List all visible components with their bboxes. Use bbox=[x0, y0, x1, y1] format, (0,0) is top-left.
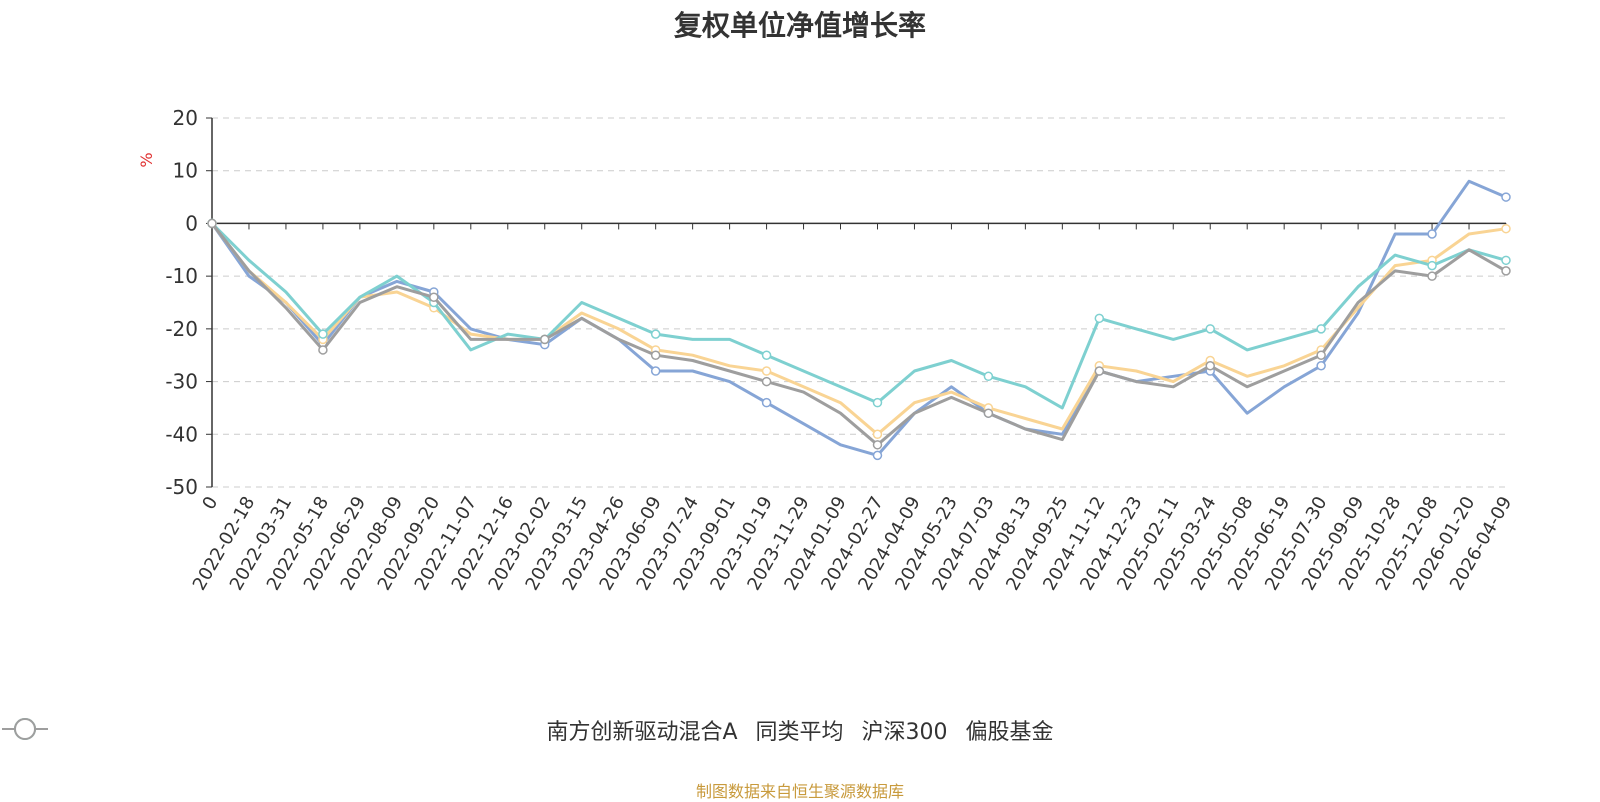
legend-label: 同类平均 bbox=[755, 720, 844, 745]
y-tick-label: -30 bbox=[165, 370, 198, 394]
data-point[interactable] bbox=[650, 366, 661, 376]
data-point[interactable] bbox=[872, 450, 883, 461]
y-tick-label: 20 bbox=[173, 106, 198, 130]
data-point[interactable] bbox=[1205, 324, 1215, 334]
data-point[interactable] bbox=[1501, 223, 1511, 234]
data-point[interactable] bbox=[1316, 361, 1326, 371]
data-point[interactable] bbox=[318, 345, 328, 355]
data-point[interactable] bbox=[983, 371, 994, 382]
legend-item[interactable]: 偏股基金 bbox=[2, 714, 1054, 746]
legend-label: 偏股基金 bbox=[965, 720, 1054, 745]
data-point[interactable] bbox=[1501, 255, 1511, 266]
series-lines bbox=[207, 179, 1511, 461]
data-point[interactable] bbox=[1094, 366, 1105, 376]
data-point[interactable] bbox=[207, 218, 217, 229]
y-tick-label: 10 bbox=[173, 159, 198, 183]
data-point[interactable] bbox=[1316, 324, 1326, 334]
line-chart: 20100-10-20-30-40-5002022-02-182022-03-3… bbox=[137, 106, 1516, 594]
data-point[interactable] bbox=[1427, 260, 1437, 271]
y-axis-unit-label: % bbox=[137, 152, 156, 167]
y-tick-label: -10 bbox=[165, 264, 198, 288]
data-point[interactable] bbox=[539, 334, 550, 345]
data-point[interactable] bbox=[429, 292, 439, 302]
series-line-3[interactable] bbox=[210, 222, 1507, 447]
data-point[interactable] bbox=[872, 397, 883, 408]
data-point[interactable] bbox=[761, 350, 772, 360]
data-point[interactable] bbox=[1316, 350, 1326, 360]
legend-label: 沪深300 bbox=[861, 720, 948, 745]
data-point[interactable] bbox=[1501, 192, 1511, 202]
data-point[interactable] bbox=[761, 376, 772, 387]
x-tick-label: 0 bbox=[198, 493, 222, 513]
series-line-1[interactable] bbox=[210, 222, 1507, 436]
data-point[interactable] bbox=[1094, 313, 1105, 324]
source-note: 制图数据来自恒生聚源数据库 bbox=[695, 782, 904, 801]
data-point[interactable] bbox=[650, 329, 661, 339]
legend-label: 南方创新驱动混合A bbox=[546, 720, 738, 745]
data-point[interactable] bbox=[1427, 229, 1437, 239]
y-tick-label: -50 bbox=[165, 475, 198, 499]
data-point[interactable] bbox=[1205, 361, 1215, 371]
legend-item[interactable]: 南方创新驱动混合A bbox=[2, 714, 738, 746]
data-point[interactable] bbox=[761, 366, 772, 376]
legend-swatch-icon bbox=[2, 718, 48, 740]
data-point[interactable] bbox=[1427, 271, 1437, 281]
data-point[interactable] bbox=[650, 350, 661, 360]
data-point[interactable] bbox=[1501, 266, 1511, 276]
series-line-2[interactable] bbox=[210, 222, 1507, 410]
chart-title: 复权单位净值增长率 bbox=[673, 9, 926, 42]
y-tick-label: -20 bbox=[165, 317, 198, 341]
y-tick-label: -40 bbox=[165, 422, 198, 446]
grid-lines bbox=[212, 117, 1506, 488]
legend-item[interactable]: 同类平均 bbox=[2, 714, 844, 746]
legend-item[interactable]: 沪深300 bbox=[2, 714, 948, 746]
data-point[interactable] bbox=[872, 429, 883, 440]
data-point[interactable] bbox=[983, 408, 994, 418]
data-point[interactable] bbox=[761, 397, 772, 408]
legend[interactable]: 南方创新驱动混合A 同类平均 沪深300 偏股基金 bbox=[0, 714, 1600, 746]
data-point[interactable] bbox=[318, 329, 328, 339]
y-tick-label: 0 bbox=[185, 211, 198, 235]
axes: 20100-10-20-30-40-5002022-02-182022-03-3… bbox=[165, 106, 1516, 594]
data-point[interactable] bbox=[872, 440, 883, 450]
series-line-0[interactable] bbox=[210, 179, 1507, 457]
